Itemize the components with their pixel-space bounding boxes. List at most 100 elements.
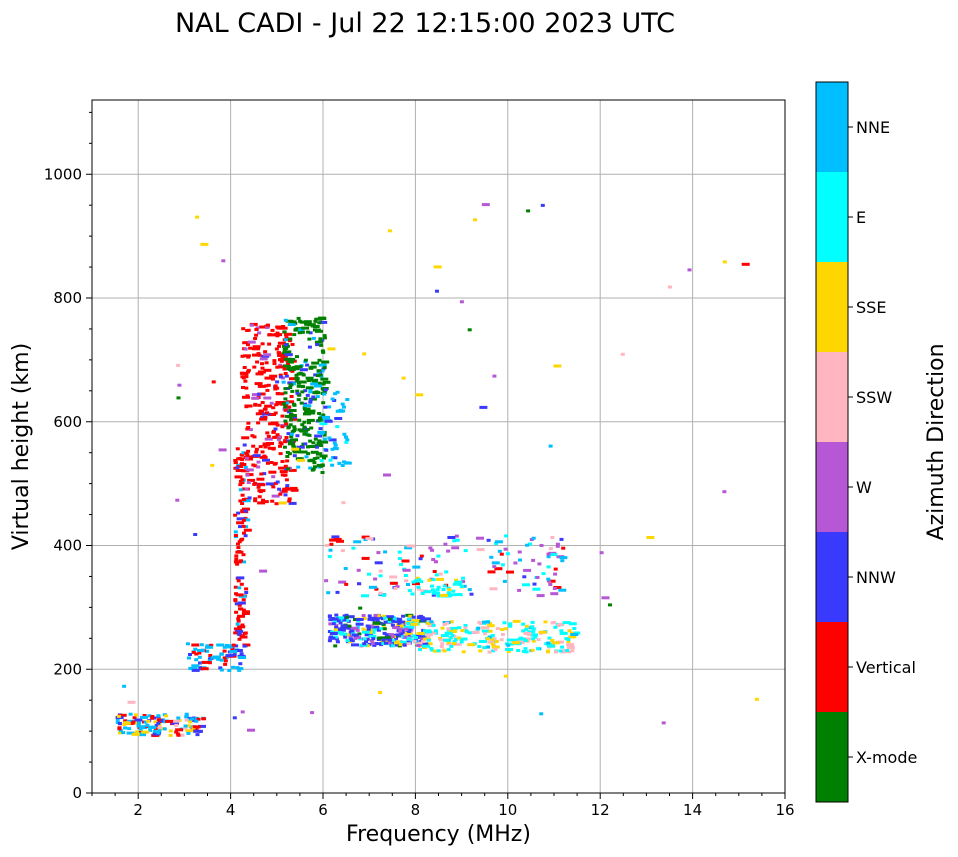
echo-point [314,378,319,382]
echo-point [252,345,261,349]
echo-point [282,367,287,371]
echo-point [260,362,264,366]
echo-point [260,342,265,346]
echo-point [521,629,526,633]
echo-point [322,366,327,370]
echo-point [322,334,327,338]
echo-point [241,524,246,528]
echo-point [224,645,233,649]
echo-point [553,625,558,629]
y-tick-label: 600 [53,413,82,431]
echo-point [411,634,416,638]
echo-point [288,386,293,390]
echo-point [399,563,403,566]
echo-point [342,618,347,622]
echo-point [548,444,553,448]
echo-point [297,393,302,397]
echo-point [306,379,311,382]
echo-point [156,721,161,725]
echo-point [357,582,361,586]
echo-point [558,623,563,626]
echo-point [269,461,274,464]
echo-point [406,622,411,625]
echo-point [327,436,332,440]
echo-point [521,622,526,626]
echo-point [417,587,422,591]
x-tick-label: 14 [683,801,702,819]
echo-point [506,643,511,647]
echo-point [184,718,189,722]
echo-point [280,414,285,418]
echo-point [361,594,369,598]
echo-point [287,360,292,364]
echo-point [235,666,240,670]
echo-point [322,336,327,340]
echo-point [547,579,551,583]
echo-point [294,373,299,377]
echo-point [383,473,391,477]
echo-point [302,425,307,429]
echo-point [246,421,251,425]
echo-point [426,635,431,639]
echo-point [553,567,558,571]
echo-point [299,401,304,405]
echo-point [518,558,522,562]
echo-point [525,543,530,547]
echo-point [264,437,273,441]
echo-point [198,724,206,728]
echo-point [382,627,387,631]
echo-point [219,668,224,672]
echo-point [233,631,238,635]
echo-point [446,549,451,553]
echo-point [139,725,148,729]
echo-point [281,380,286,384]
echo-point [117,731,122,735]
echo-point [333,392,338,396]
echo-point [376,614,381,618]
echo-point [448,636,453,640]
echo-point [288,337,293,341]
echo-point [511,641,520,645]
echo-point [404,631,413,635]
echo-point [532,587,541,591]
y-tick-label: 800 [53,289,82,307]
echo-point [314,384,322,388]
echo-point [252,435,257,439]
echo-point [303,412,311,416]
echo-point [454,580,463,584]
echo-point [238,488,243,492]
echo-point [263,407,268,411]
echo-point [252,347,260,351]
echo-point [487,640,492,644]
echo-point [236,542,240,546]
echo-point [355,618,364,621]
echo-point [240,458,245,462]
echo-point [292,382,297,386]
echo-point [263,368,272,372]
echo-point [210,656,219,660]
echo-point [249,323,254,327]
echo-point [243,509,248,513]
echo-point [329,538,338,542]
echo-point [334,631,343,635]
echo-point [287,367,296,371]
echo-point [560,645,565,649]
echo-point [454,534,459,538]
echo-point [315,444,324,447]
echo-point [310,382,319,386]
echo-point [482,646,487,650]
colorbar-label: SSE [856,298,886,317]
echo-point [500,563,505,567]
echo-point [263,396,272,400]
echo-point [284,336,289,340]
echo-point [188,666,193,670]
echo-point [279,490,284,494]
echo-point [302,432,307,436]
colorbar-segment [816,712,848,802]
echo-point [285,455,290,458]
echo-point [287,381,296,385]
echo-point [492,374,497,378]
echo-point [156,714,161,718]
echo-point [304,455,309,459]
echo-point [488,629,493,633]
